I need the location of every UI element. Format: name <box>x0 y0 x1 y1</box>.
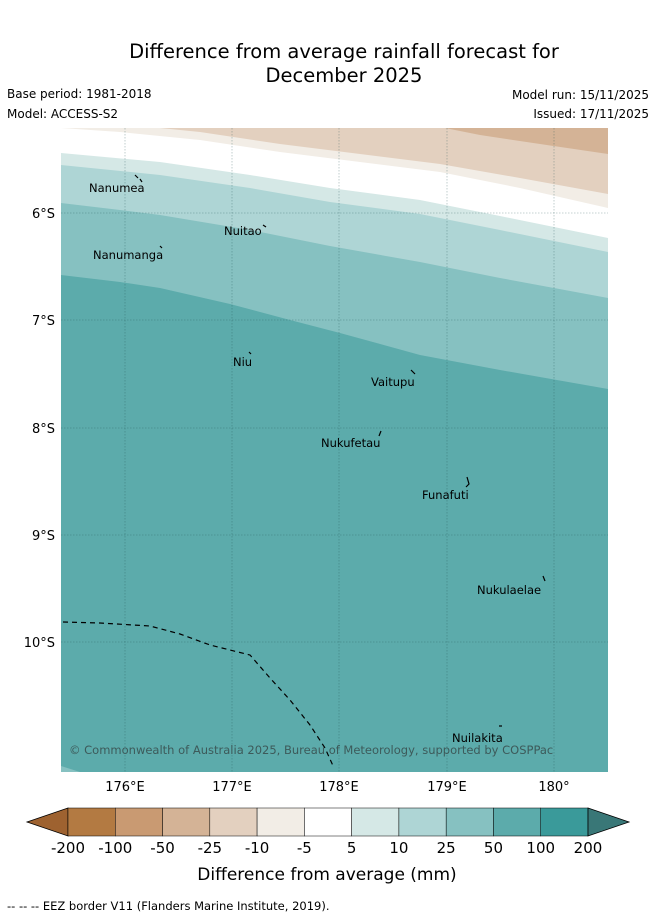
rainfall-map: Nanumea Nuitao Nanumanga Niu Vaitupu Nuk… <box>61 128 608 772</box>
island-shape-nukufetau <box>378 430 382 437</box>
graticule <box>61 128 608 772</box>
lat-label: 10°S <box>24 636 55 651</box>
latitude-labels: 6°S 7°S 8°S 9°S 10°S <box>24 207 55 651</box>
lon-label: 178°E <box>319 780 359 795</box>
colorbar-box <box>304 807 352 837</box>
island-label: Nukulaelae <box>477 583 541 597</box>
colorbar-tick-label: 5 <box>347 839 357 857</box>
colorbar-box <box>209 807 258 837</box>
lon-label: 176°E <box>105 780 145 795</box>
colorbar-extend-low <box>25 807 69 837</box>
lon-label: 177°E <box>212 780 252 795</box>
colorbar-tick-label: -10 <box>245 839 270 857</box>
lat-label: 8°S <box>32 422 55 437</box>
chart-title: Difference from average rainfall forecas… <box>0 40 655 88</box>
model-run-label: Model run: 15/11/2025 <box>511 88 649 102</box>
issued-label: Issued: 17/11/2025 <box>533 107 649 121</box>
island-label: Nuilakita <box>452 731 503 745</box>
colorbar-tick-label: -200 <box>51 839 85 857</box>
lat-label: 7°S <box>32 314 55 329</box>
lon-label: 179°E <box>427 780 467 795</box>
colorbar-box <box>67 807 116 837</box>
colorbar-box <box>351 807 400 837</box>
colorbar-extend-high <box>587 807 631 837</box>
colorbar-box <box>256 807 305 837</box>
island-label: Niu <box>233 355 252 369</box>
colorbar-ticks: -200 -100 -50 -25 -10 -5 5 10 25 50 100 200 <box>51 839 602 857</box>
colorbar-label: Difference from average (mm) <box>197 865 456 885</box>
colorbar-tick-label: -50 <box>150 839 175 857</box>
colorbar-box <box>398 807 447 837</box>
eez-border <box>62 621 335 769</box>
island-label: Nanumanga <box>93 248 163 262</box>
island-shape-nanumea <box>134 174 143 183</box>
island-shape-nanumanga <box>159 245 163 249</box>
island-label: Funafuti <box>422 488 469 502</box>
band-minus-25 <box>445 128 608 154</box>
longitude-labels: 176°E 177°E 178°E 179°E 180° <box>105 780 569 795</box>
colorbar-tick-label: 200 <box>574 839 603 857</box>
island-shape-nukulaelae <box>542 575 546 582</box>
chart-title-line2: December 2025 <box>265 64 423 87</box>
copyright-text: © Commonwealth of Australia 2025, Bureau… <box>69 743 553 757</box>
lon-label: 180° <box>538 780 569 795</box>
colorbar-tick-label: 10 <box>389 839 408 857</box>
band-corner <box>61 766 80 772</box>
colorbar-tick-label: 50 <box>484 839 503 857</box>
colorbar-box <box>540 807 589 837</box>
island-shape-funafuti <box>465 476 470 488</box>
colorbar-tick-label: -25 <box>198 839 223 857</box>
island-labels: Nanumea Nuitao Nanumanga Niu Vaitupu Nuk… <box>89 181 541 745</box>
colorbar-box <box>445 807 494 837</box>
island-shape-nuitao <box>262 224 267 228</box>
colorbar-box <box>162 807 211 837</box>
base-period-label: Base period: 1981-2018 <box>7 87 152 101</box>
chart-title-line1: Difference from average rainfall forecas… <box>129 40 559 63</box>
colorbar-tick-label: -100 <box>98 839 132 857</box>
colorbar-tick-label: -5 <box>297 839 312 857</box>
island-label: Nuitao <box>224 224 262 238</box>
island-shape-niu <box>248 351 252 355</box>
lat-label: 6°S <box>32 207 55 222</box>
island-shapes <box>134 174 546 727</box>
band-minus-10 <box>160 128 608 194</box>
colorbar-box <box>115 807 163 837</box>
colorbar-box <box>493 807 541 837</box>
model-label: Model: ACCESS-S2 <box>7 107 119 121</box>
colorbar <box>25 807 631 837</box>
colorbar-tick-label: 100 <box>526 839 555 857</box>
island-label: Nukufetau <box>321 436 380 450</box>
colorbar-tick-label: 25 <box>437 839 456 857</box>
island-label: Nanumea <box>89 181 145 195</box>
lat-label: 9°S <box>32 529 55 544</box>
eez-legend: -- -- -- EEZ border V11 (Flanders Marine… <box>7 899 330 913</box>
island-label: Vaitupu <box>371 375 415 389</box>
island-shape-vaitupu <box>410 369 416 375</box>
